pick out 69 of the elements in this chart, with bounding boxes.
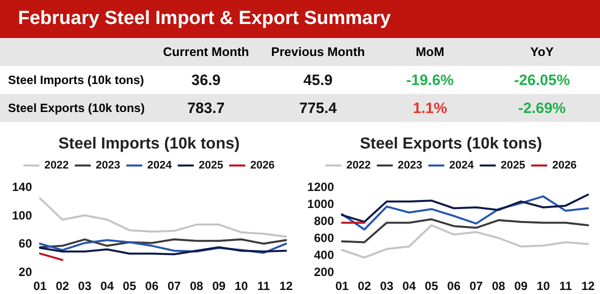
line-series bbox=[39, 238, 287, 248]
text: -26.05% bbox=[514, 72, 570, 88]
y-tick-label: 100 bbox=[12, 208, 32, 222]
x-tick-label: 02 bbox=[56, 279, 70, 293]
x-tick-label: 07 bbox=[168, 279, 182, 293]
legend-label: 2022 bbox=[44, 160, 69, 172]
x-tick-label: 04 bbox=[100, 279, 114, 293]
line-series bbox=[341, 194, 589, 223]
x-tick-label: 11 bbox=[257, 279, 270, 293]
x-tick-label: 10 bbox=[536, 279, 550, 293]
y-tick-label: 1200 bbox=[307, 180, 334, 194]
legend-label: 2024 bbox=[449, 160, 475, 172]
legend-label: 2026 bbox=[250, 160, 275, 172]
category-label: Steel Imports (10k tons) bbox=[8, 73, 144, 87]
chart-title: Steel Imports (10k tons) bbox=[58, 136, 240, 152]
x-tick-label: 11 bbox=[559, 279, 572, 293]
x-tick-label: 07 bbox=[470, 279, 484, 293]
x-tick-label: 08 bbox=[190, 279, 204, 293]
x-tick-label: 04 bbox=[402, 279, 416, 293]
x-tick-label: 01 bbox=[33, 279, 47, 293]
y-tick-label: 140 bbox=[12, 180, 32, 194]
y-tick-label: 60 bbox=[18, 236, 32, 251]
x-tick-label: 02 bbox=[358, 279, 372, 293]
x-tick-label: 12 bbox=[279, 279, 293, 293]
text: -19.6% bbox=[406, 72, 454, 88]
x-tick-label: 09 bbox=[212, 279, 226, 293]
category-label: YoY bbox=[529, 45, 555, 59]
line-series bbox=[39, 246, 287, 256]
y-tick-label: 800 bbox=[314, 214, 334, 228]
legend-label: 2022 bbox=[346, 160, 371, 172]
legend-label: 2023 bbox=[96, 160, 120, 172]
text: 1.1% bbox=[412, 100, 448, 116]
chart-title: Steel Exports (10k tons) bbox=[360, 136, 542, 152]
legend-label: 2025 bbox=[198, 160, 224, 172]
y-tick-label: 200 bbox=[314, 265, 334, 279]
text: 36.9 bbox=[191, 72, 221, 88]
category-label: Previous Month bbox=[270, 45, 366, 59]
x-tick-label: 06 bbox=[145, 279, 159, 293]
x-tick-label: 12 bbox=[581, 279, 595, 293]
text: 783.7 bbox=[187, 100, 225, 116]
text: February Steel Import & Export Summary bbox=[0, 0, 600, 38]
y-tick-label: 400 bbox=[314, 248, 334, 262]
line-series bbox=[39, 239, 287, 254]
legend-label: 2023 bbox=[398, 160, 422, 172]
y-tick-label: 20 bbox=[18, 265, 32, 279]
x-tick-label: 05 bbox=[122, 279, 136, 293]
category-label: Steel Exports (10k tons) bbox=[8, 101, 145, 115]
x-tick-label: 03 bbox=[78, 279, 92, 293]
legend-label: 2025 bbox=[500, 160, 526, 172]
category-label: Current Month bbox=[162, 45, 250, 59]
line-series bbox=[341, 218, 589, 244]
x-tick-label: 01 bbox=[335, 279, 349, 293]
x-tick-label: 05 bbox=[424, 279, 438, 293]
y-tick-label: 600 bbox=[314, 231, 334, 245]
y-tick-label: 1000 bbox=[307, 197, 334, 211]
x-tick-label: 10 bbox=[234, 279, 248, 293]
category-label: MoM bbox=[414, 45, 446, 59]
x-tick-label: 08 bbox=[492, 279, 506, 293]
text: 775.4 bbox=[299, 100, 337, 116]
line-series bbox=[341, 195, 589, 230]
text: 45.9 bbox=[303, 72, 333, 88]
line-series bbox=[341, 224, 589, 259]
text: -2.69% bbox=[518, 100, 566, 116]
x-tick-label: 06 bbox=[447, 279, 461, 293]
legend-label: 2024 bbox=[147, 160, 173, 172]
legend-label: 2026 bbox=[552, 160, 577, 172]
x-tick-label: 09 bbox=[514, 279, 528, 293]
x-tick-label: 03 bbox=[380, 279, 394, 293]
line-series bbox=[39, 197, 287, 238]
